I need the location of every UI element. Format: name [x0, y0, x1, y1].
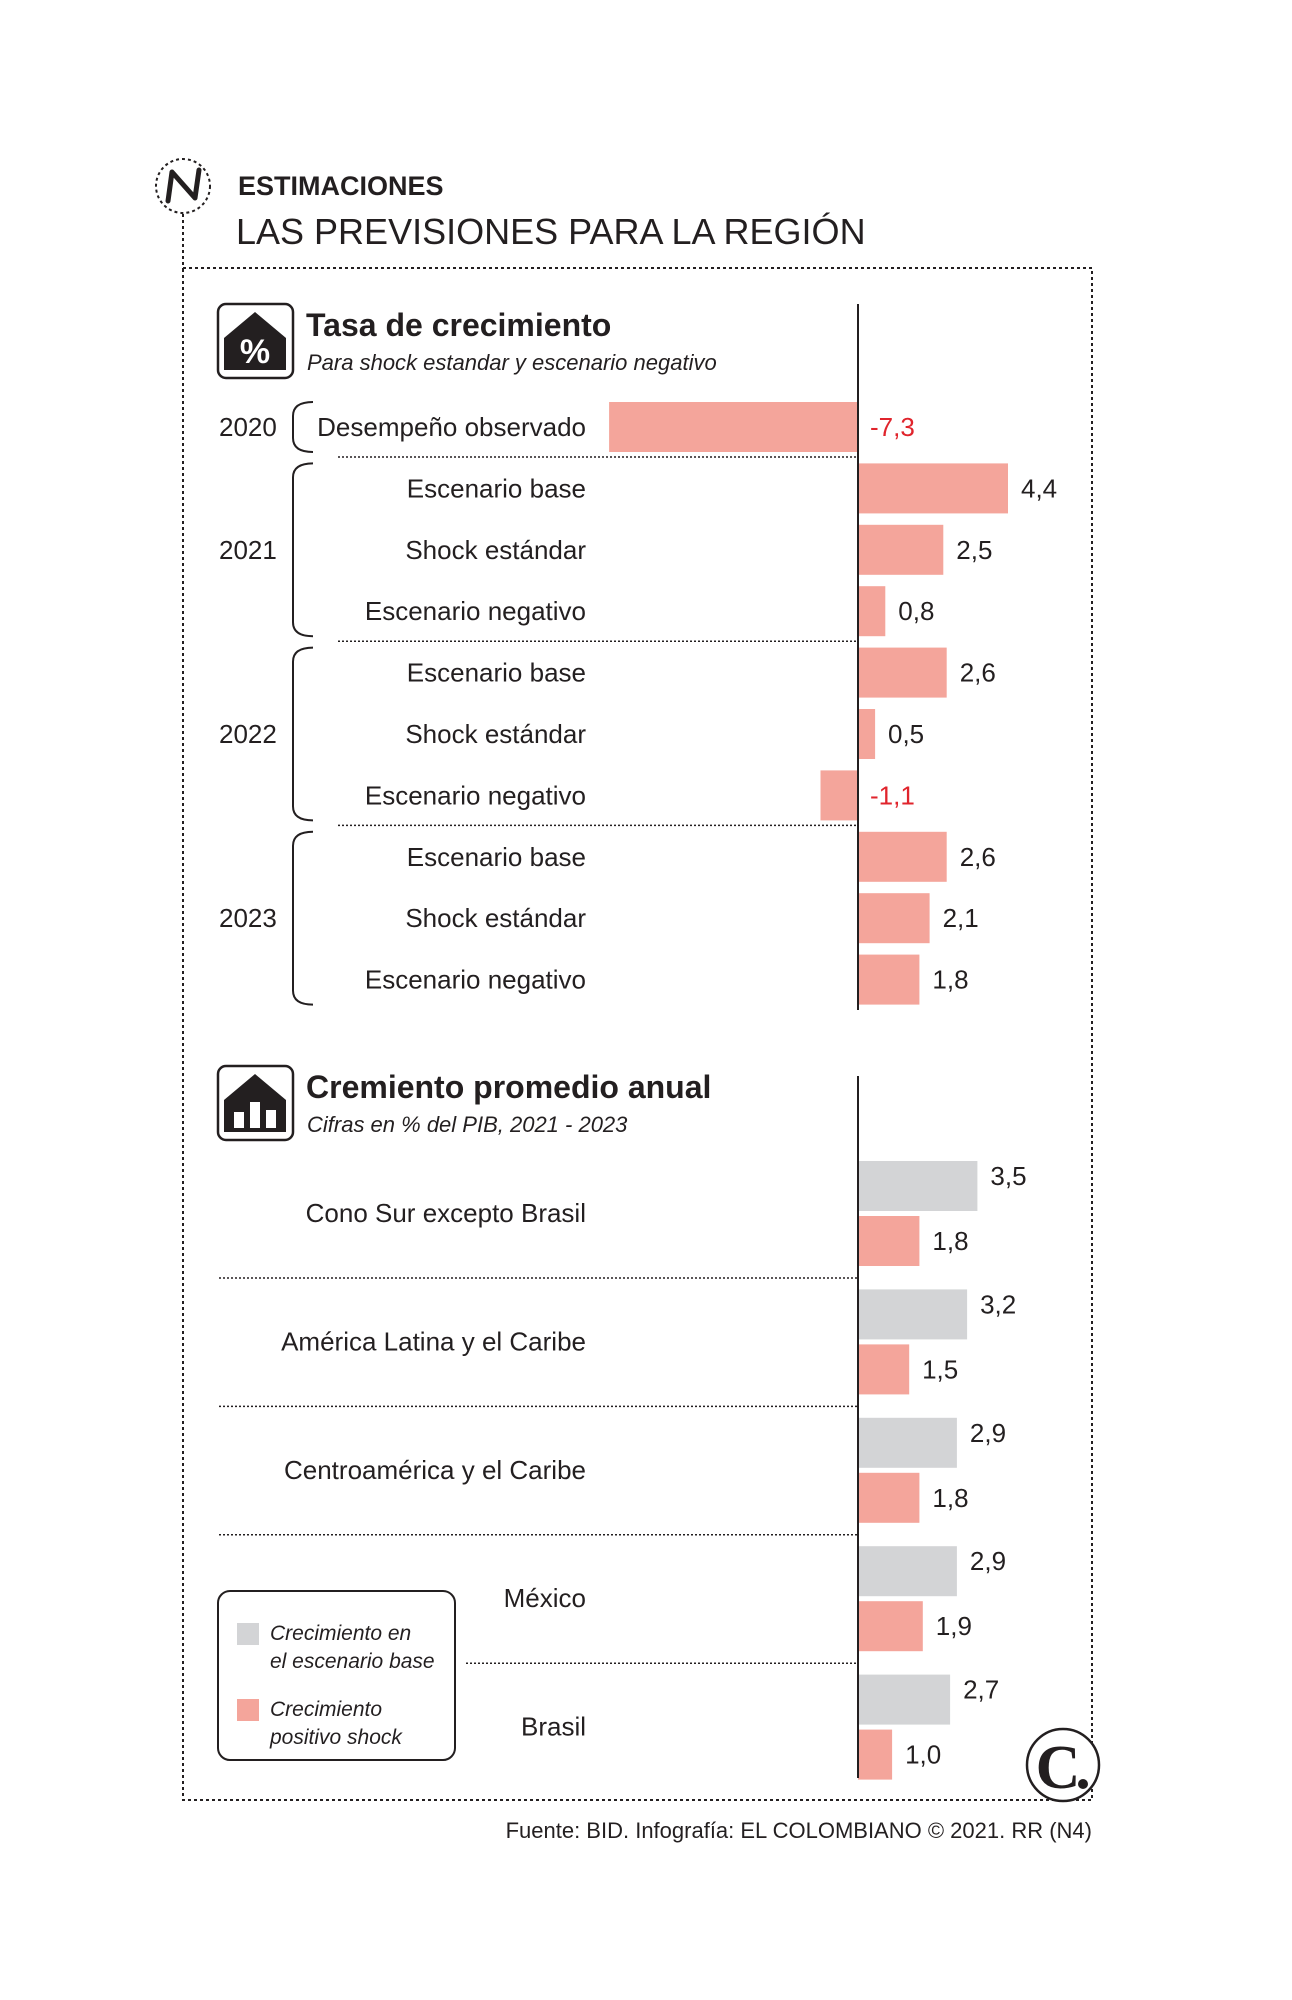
bar-2020-0	[609, 402, 858, 452]
legend-label-shock-line1: Crecimiento	[270, 1698, 382, 1721]
value-label: 1,8	[932, 1483, 968, 1513]
header-kicker: ESTIMACIONES	[238, 171, 444, 201]
row-label: Shock estándar	[405, 719, 586, 749]
footer-source: Fuente: BID. Infografía: EL COLOMBIANO ©…	[506, 1818, 1092, 1843]
row-label: Shock estándar	[405, 903, 586, 933]
bar-2023-0	[858, 831, 947, 882]
bar-base-2	[858, 1417, 957, 1468]
section2-header: Cremiento promedio anual Cifras en % del…	[216, 1064, 711, 1142]
row-label: Escenario negativo	[365, 780, 586, 810]
value-label: 2,6	[960, 842, 996, 872]
bar-base-0	[858, 1161, 978, 1211]
value-label: 2,1	[943, 903, 979, 933]
group-bracket	[292, 401, 314, 453]
value-label: 1,8	[932, 1226, 968, 1256]
el-colombiano-c-icon: C	[1025, 1727, 1101, 1803]
bar-2023-2	[858, 954, 920, 1005]
section2-title: Cremiento promedio anual	[306, 1069, 711, 1105]
category-label: Brasil	[521, 1712, 586, 1742]
legend-swatch-shock	[237, 1699, 259, 1721]
value-label: -1,1	[870, 780, 915, 810]
value-label: 1,5	[922, 1354, 958, 1384]
bar-2022-2	[820, 770, 858, 821]
row-label: Desempeño observado	[317, 412, 586, 442]
value-label: 2,9	[970, 1418, 1006, 1448]
bar-2022-0	[858, 647, 947, 698]
value-label: 4,4	[1021, 473, 1057, 503]
svg-text:%: %	[240, 333, 270, 371]
row-label: Shock estándar	[405, 535, 586, 565]
bar-2021-2	[858, 586, 886, 637]
row-label: Escenario negativo	[365, 596, 586, 626]
legend-label-base-line2: el escenario base	[270, 1650, 435, 1673]
growth-rate-chart: Desempeño observado -7,3 2020 Escenario bas…	[219, 304, 1057, 1010]
bar-shock-1	[858, 1344, 910, 1395]
bar-shock-4	[858, 1729, 893, 1780]
row-label: Escenario negativo	[365, 965, 586, 995]
value-label: 0,8	[898, 596, 934, 626]
year-label: 2021	[219, 535, 277, 565]
year-label: 2023	[219, 903, 277, 933]
bar-shock-2	[858, 1472, 920, 1523]
legend-label-shock-line2: positivo shock	[269, 1726, 403, 1749]
bar-base-4	[858, 1674, 951, 1725]
year-label: 2022	[219, 719, 277, 749]
value-label: 3,2	[980, 1289, 1016, 1319]
legend-swatch-base	[237, 1623, 259, 1645]
header-title: LAS PREVISIONES PARA LA REGIÓN	[236, 211, 866, 252]
category-label: México	[504, 1583, 586, 1613]
category-label: Cono Sur excepto Brasil	[306, 1198, 586, 1228]
house-bars-icon	[216, 1064, 295, 1142]
year-label: 2020	[219, 412, 277, 442]
legend-box	[217, 1590, 456, 1761]
value-label: 2,5	[956, 535, 992, 565]
average-growth-chart: 3,5 1,8 Cono Sur excepto Brasil 3,2 1,5 Améri…	[219, 1076, 1027, 1780]
legend-label-base-line1: Crecimiento en	[270, 1622, 411, 1645]
section1-subtitle: Para shock estandar y escenario negativo	[307, 350, 717, 375]
bar-2021-1	[858, 524, 944, 575]
value-label: 1,0	[905, 1740, 941, 1770]
row-label: Escenario base	[407, 658, 586, 688]
value-label: 2,6	[960, 658, 996, 688]
value-label: 1,8	[932, 965, 968, 995]
section1-header: % Tasa de crecimiento Para shock estanda…	[216, 302, 717, 380]
group-bracket	[292, 646, 314, 822]
group-bracket	[292, 830, 314, 1006]
bar-2023-1	[858, 893, 930, 944]
header: ESTIMACIONES LAS PREVISIONES PARA LA REG…	[155, 158, 866, 270]
value-label: 1,9	[936, 1611, 972, 1641]
bar-base-3	[858, 1546, 957, 1597]
row-label: Escenario base	[407, 473, 586, 503]
svg-text:C: C	[1036, 1734, 1081, 1802]
value-label: 2,7	[963, 1675, 999, 1705]
row-label: Escenario base	[407, 842, 586, 872]
category-label: Centroamérica y el Caribe	[284, 1455, 586, 1485]
dotted-frame	[182, 267, 1093, 1801]
category-label: América Latina y el Caribe	[281, 1326, 586, 1356]
bar-base-1	[858, 1289, 968, 1340]
value-label: 3,5	[990, 1161, 1026, 1191]
value-label: 2,9	[970, 1546, 1006, 1576]
bar-2022-1	[858, 709, 876, 759]
percent-house-icon: %	[216, 302, 295, 380]
bar-2021-0	[858, 463, 1008, 514]
legend: Crecimiento en el escenario base Crecimi…	[217, 1590, 456, 1761]
section2-subtitle: Cifras en % del PIB, 2021 - 2023	[307, 1112, 628, 1137]
group-bracket	[292, 462, 314, 638]
value-label: 0,5	[888, 719, 924, 749]
value-label: -7,3	[870, 412, 915, 442]
bar-shock-3	[858, 1601, 923, 1652]
n-logo-icon	[155, 158, 211, 214]
bar-shock-0	[858, 1216, 920, 1266]
section1-title: Tasa de crecimiento	[306, 307, 611, 343]
